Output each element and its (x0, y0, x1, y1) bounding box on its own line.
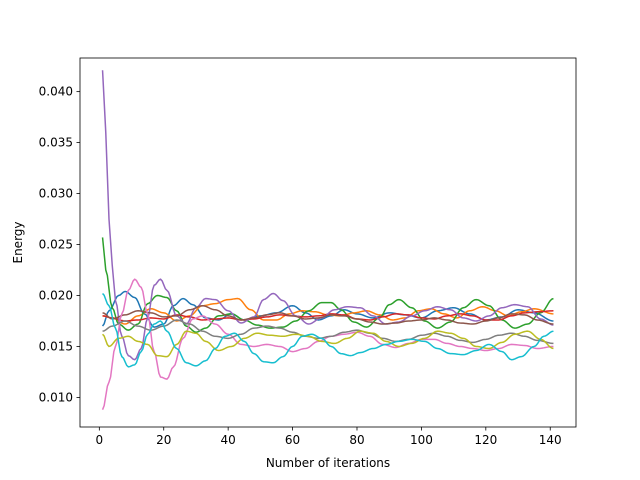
x-tick-label: 60 (285, 433, 300, 447)
x-tick-label: 0 (96, 433, 104, 447)
x-tick-label: 40 (221, 433, 236, 447)
series-line-8 (102, 319, 554, 345)
x-axis-label: Number of iterations (266, 456, 390, 470)
x-tick-label: 80 (349, 433, 364, 447)
x-tick-label: 120 (474, 433, 497, 447)
y-tick-label: 0.040 (39, 85, 73, 99)
series-layer (101, 70, 554, 410)
y-axis: 0.010 0.015 0.020 0.025 0.030 0.035 0.040 (39, 85, 80, 404)
x-tick-label: 100 (410, 433, 433, 447)
y-tick-label: 0.035 (39, 136, 73, 150)
y-axis-label: Energy (11, 221, 25, 263)
plot-frame (79, 57, 577, 428)
series-line-3 (101, 237, 554, 333)
series-line-9 (101, 330, 554, 358)
x-tick-label: 20 (156, 433, 171, 447)
x-tick-label: 140 (539, 433, 562, 447)
y-tick-label: 0.010 (39, 390, 73, 404)
series-line-6 (102, 304, 554, 325)
series-line-10 (101, 292, 554, 368)
y-tick-label: 0.030 (39, 187, 73, 201)
x-axis: 0 20 40 60 80 100 120 140 (96, 427, 562, 447)
y-tick-label: 0.015 (39, 339, 73, 353)
y-tick-label: 0.020 (39, 289, 73, 303)
y-tick-label: 0.025 (39, 238, 73, 252)
